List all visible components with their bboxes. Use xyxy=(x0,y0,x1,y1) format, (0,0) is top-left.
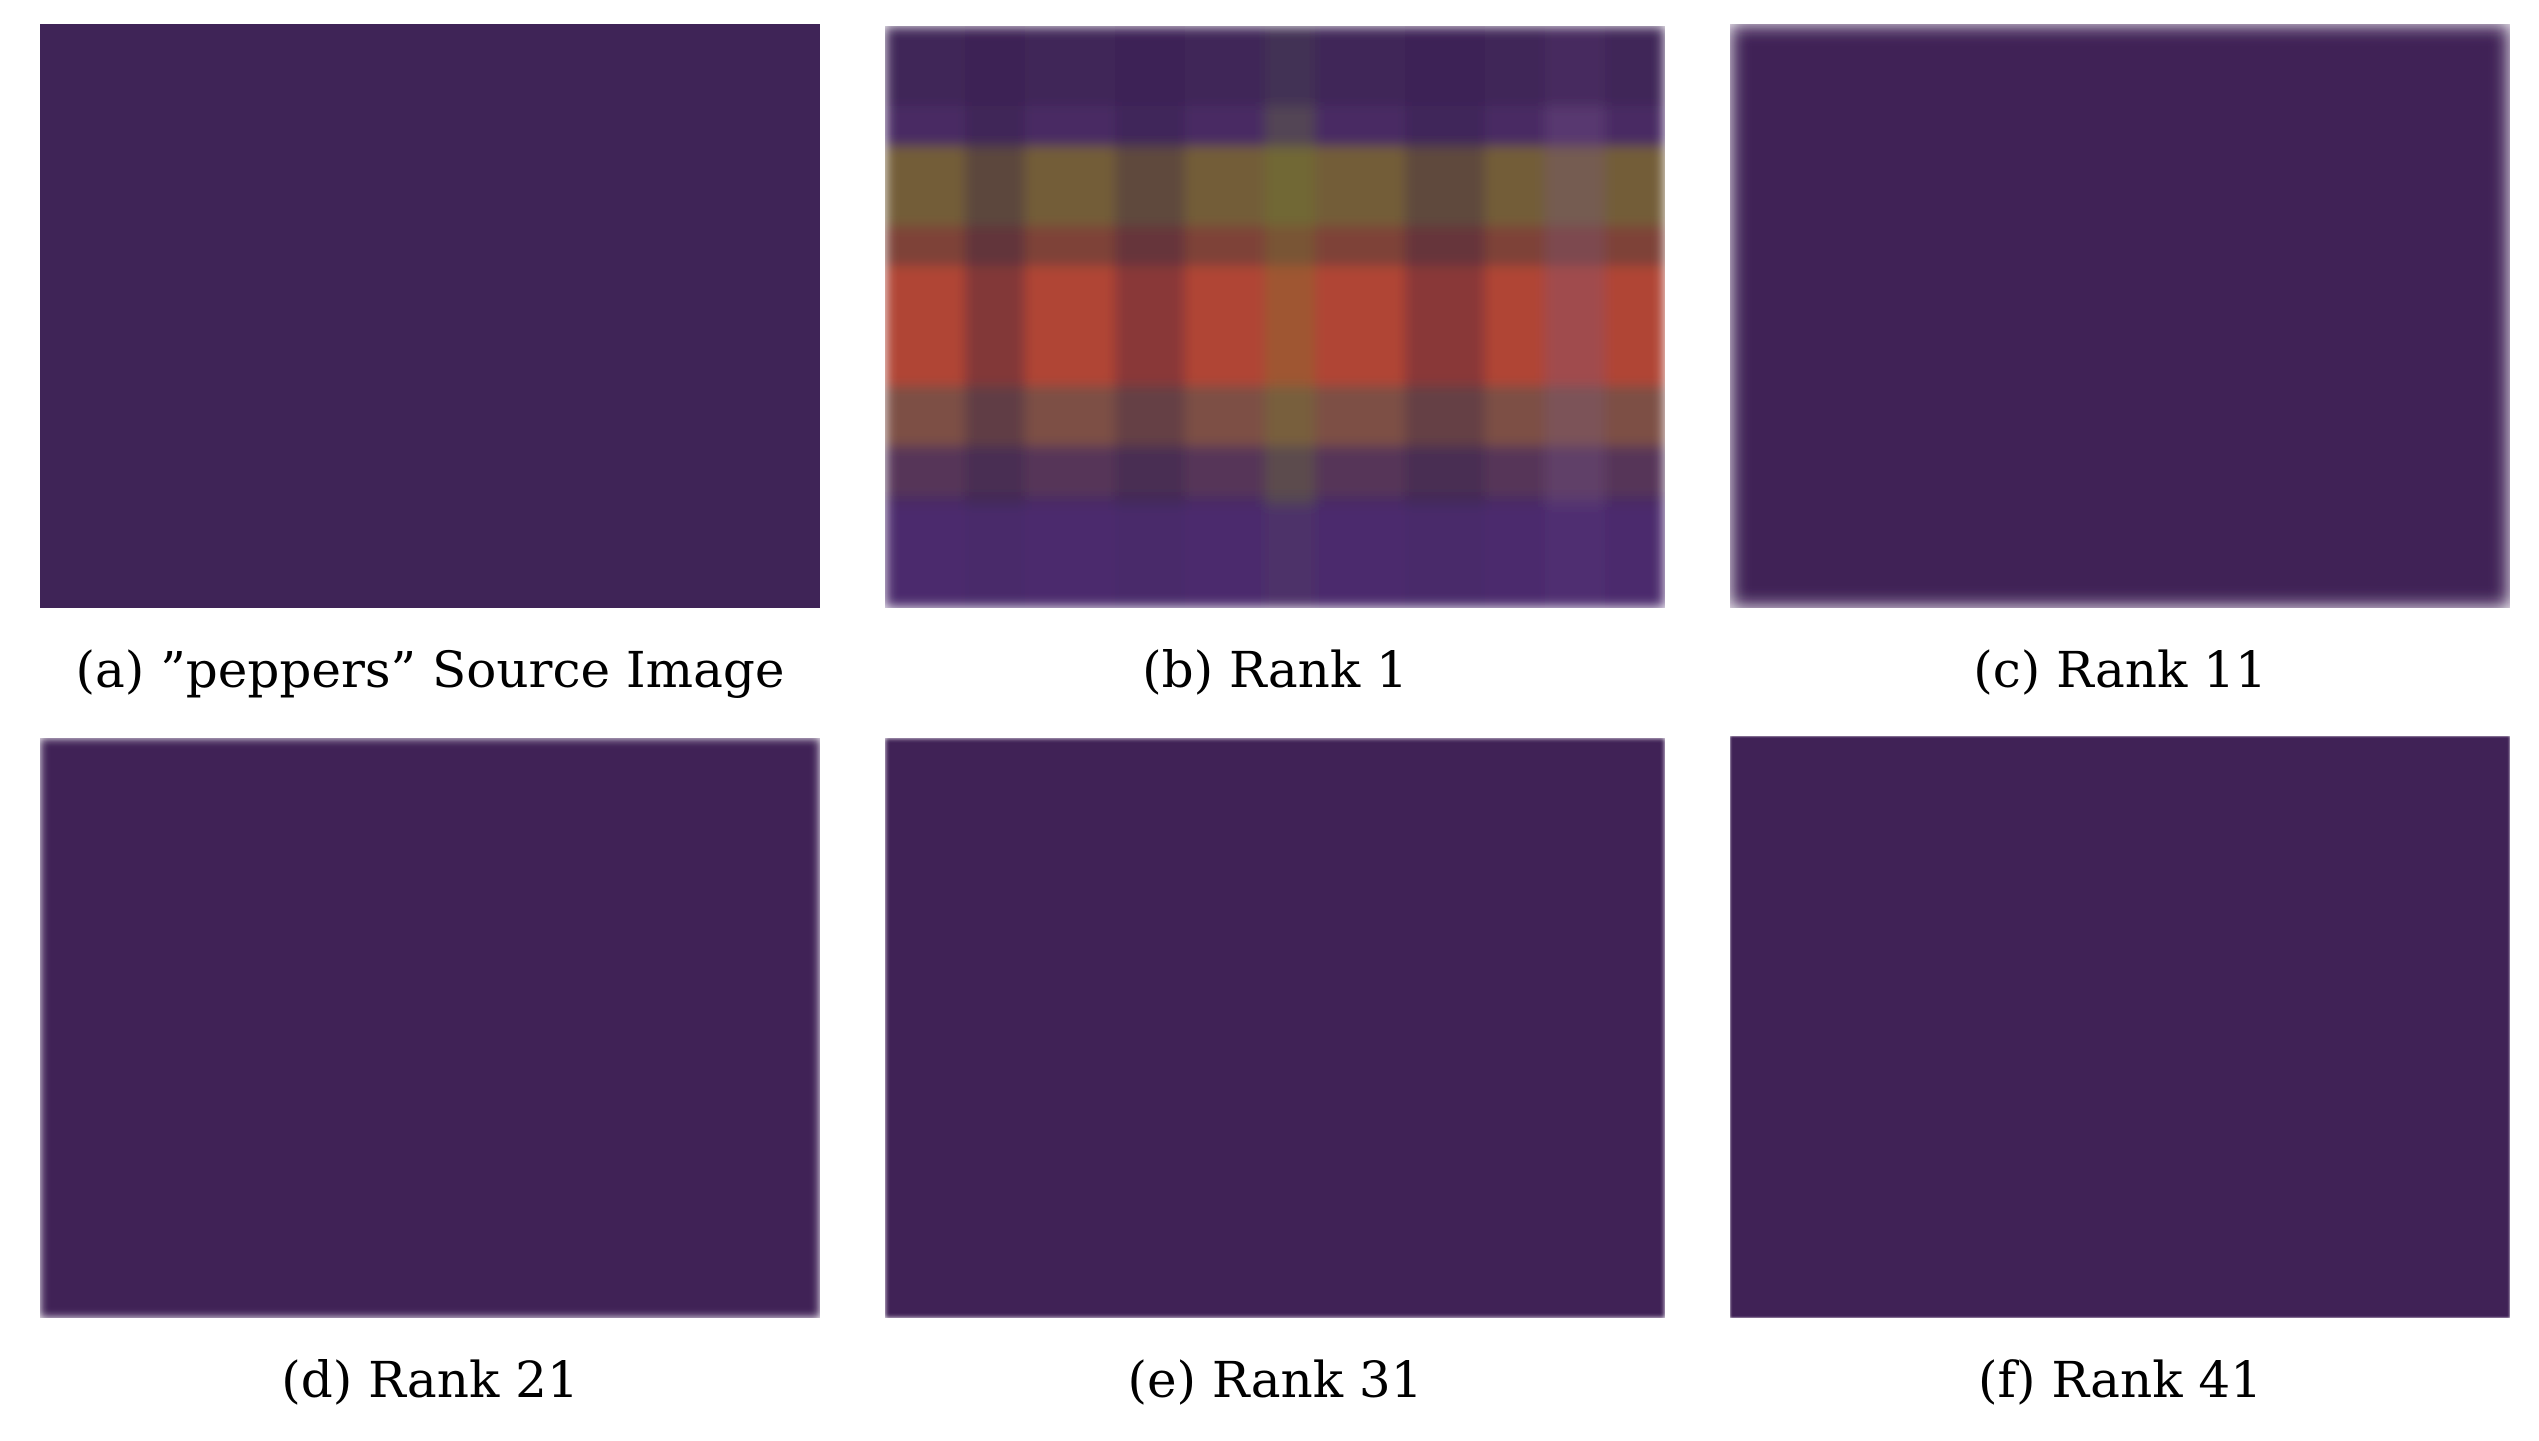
source-image-panel xyxy=(40,24,820,608)
rank-41-approximation-image xyxy=(1730,736,2510,1318)
rank-41-panel xyxy=(1730,736,2510,1318)
caption-d: (d) Rank 21 xyxy=(281,1351,579,1409)
caption-b: (b) Rank 1 xyxy=(1142,641,1408,699)
rank-11-approximation-image xyxy=(1730,24,2510,608)
rank-11-panel xyxy=(1730,24,2510,608)
caption-f: (f) Rank 41 xyxy=(1977,1351,2263,1409)
rank-31-approximation-image xyxy=(885,738,1665,1318)
rank-1-panel xyxy=(885,26,1665,608)
caption-a: (a) ”peppers” Source Image xyxy=(75,641,785,699)
caption-c: (c) Rank 11 xyxy=(1973,641,2267,699)
peppers-source-image xyxy=(40,24,820,608)
rank-1-approximation-image xyxy=(885,26,1665,608)
caption-e: (e) Rank 31 xyxy=(1127,1351,1423,1409)
rank-21-panel xyxy=(40,738,820,1318)
rank-21-approximation-image xyxy=(40,738,820,1318)
rank-31-panel xyxy=(885,738,1665,1318)
